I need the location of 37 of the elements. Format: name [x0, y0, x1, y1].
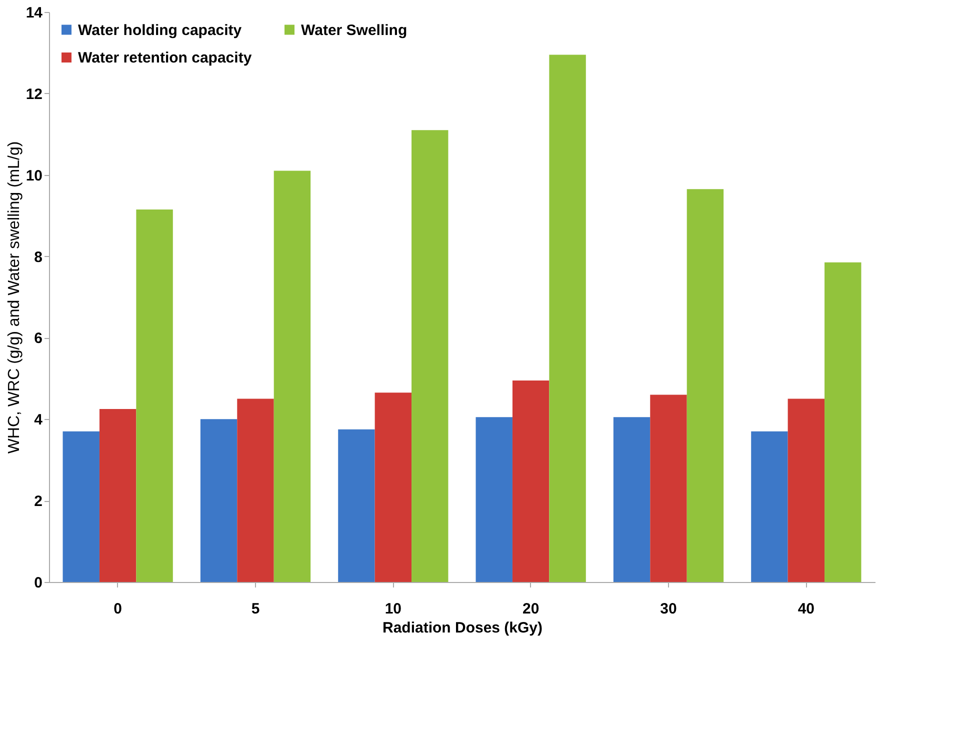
bar [237, 398, 274, 582]
bar [613, 417, 650, 582]
bar [412, 130, 448, 582]
x-tick-label: 10 [384, 600, 402, 618]
legend-label: Water holding capacity [78, 22, 242, 39]
y-tick-label: 8 [34, 248, 42, 266]
bar [549, 54, 586, 582]
x-tick-label: 20 [522, 600, 540, 618]
x-tick-label: 40 [798, 600, 815, 618]
bar [751, 431, 788, 582]
y-tick-label: 14 [26, 4, 44, 22]
bar [476, 417, 512, 582]
x-axis-title: Radiation Doses (kGy) [382, 620, 543, 636]
y-axis-title: WHC, WRC (g/g) and Water swelling (mL/g) [6, 141, 23, 454]
y-tick-label: 10 [26, 167, 42, 184]
bar [788, 398, 825, 582]
y-tick-label: 12 [26, 86, 42, 103]
x-tick-label: 5 [251, 600, 260, 618]
bar [338, 429, 375, 582]
x-tick-label: 30 [660, 600, 677, 618]
legend-label: Water retention capacity [78, 50, 252, 66]
bar [686, 189, 724, 582]
bar [136, 209, 173, 582]
bar [274, 170, 311, 582]
y-tick-label: 0 [34, 574, 42, 592]
y-tick-label: 6 [34, 330, 42, 348]
bar [200, 419, 238, 582]
bar [824, 262, 862, 582]
bar [650, 394, 687, 582]
y-tick-label: 2 [34, 493, 42, 510]
bar [374, 392, 412, 582]
bar [99, 408, 136, 582]
bar [512, 380, 550, 582]
bar [62, 431, 100, 582]
x-tick-label: 0 [114, 600, 122, 618]
legend-label: Water Swelling [301, 22, 408, 39]
y-tick-label: 4 [34, 412, 44, 429]
